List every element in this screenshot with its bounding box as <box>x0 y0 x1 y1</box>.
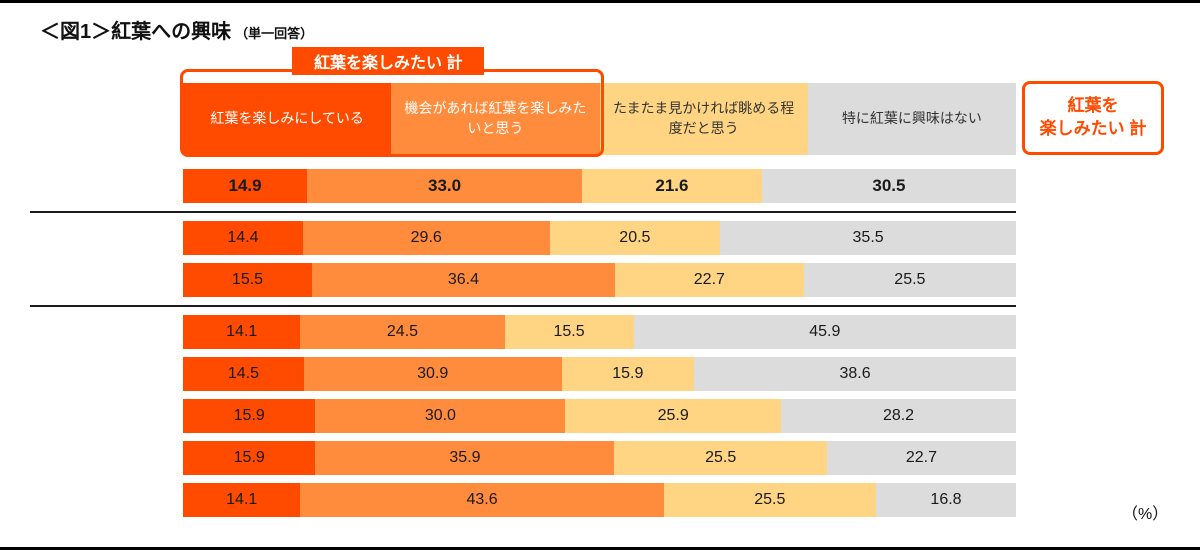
bar-segment-r4-c0: 14.5 <box>183 357 304 391</box>
page-title-sub: （単一回答） <box>235 26 314 41</box>
bar-segment-r3-c2: 15.5 <box>504 315 634 349</box>
page-title: ＜図1＞紅葉への興味 （単一回答） <box>40 15 313 44</box>
bar-segment-r3-c3: 45.9 <box>633 315 1016 349</box>
separator-line <box>30 305 1016 307</box>
separator-line <box>30 211 1016 213</box>
bar-segment-r7-c3: 16.8 <box>876 483 1016 517</box>
bar-segment-r3-c1: 24.5 <box>300 315 505 349</box>
bar-segment-r4-c2: 15.9 <box>561 357 695 391</box>
bar-row-5: 15.9 30.0 25.9 28.2 <box>183 399 1016 433</box>
bar-row-0: 14.9 33.0 21.6 30.5 <box>183 169 1016 203</box>
header-cell-3: 特に紅葉に興味はない <box>807 83 1016 155</box>
bar-row-4: 14.5 30.9 15.9 38.6 <box>183 357 1016 391</box>
group-tab-label: 紅葉を楽しみたい 計 <box>292 47 485 75</box>
bar-segment-r0-c2: 21.6 <box>581 169 762 203</box>
bar-segment-r2-c2: 22.7 <box>614 263 804 297</box>
bar-segment-r7-c2: 25.5 <box>663 483 877 517</box>
bar-row-1: 14.4 29.6 20.5 35.5 <box>183 221 1016 255</box>
bar-rows: 14.9 33.0 21.6 30.5 14.4 29.6 20.5 35.5 15.5 36.4… <box>30 169 1016 517</box>
unit-label: （%） <box>1122 506 1169 523</box>
bar-segment-r1-c0: 14.4 <box>183 221 303 255</box>
bar-segment-r6-c3: 22.7 <box>826 441 1016 475</box>
bar-segment-r5-c2: 25.9 <box>565 399 782 433</box>
bar-segment-r1-c3: 35.5 <box>720 221 1016 255</box>
bar-segment-r2-c3: 25.5 <box>803 263 1016 297</box>
bar-segment-r3-c0: 14.1 <box>183 315 301 349</box>
bar-segment-r6-c2: 25.5 <box>614 441 827 475</box>
bar-segment-r0-c3: 30.5 <box>761 169 1016 203</box>
header-cell-1: 機会があれば紅葉を楽しみたいと思う <box>391 83 600 155</box>
bar-segment-r0-c1: 33.0 <box>307 169 582 203</box>
total-box: 紅葉を 楽しみたい 計 <box>1022 81 1164 155</box>
bar-segment-r2-c1: 36.4 <box>311 263 615 297</box>
bar-segment-r5-c3: 28.2 <box>781 399 1016 433</box>
header-row: 紅葉を楽しみにしている 機会があれば紅葉を楽しみたいと思う たまたま見かければ眺める… <box>183 83 1016 155</box>
bar-segment-r1-c1: 29.6 <box>302 221 550 255</box>
bar-segment-r2-c0: 15.5 <box>183 263 312 297</box>
bar-row-3: 14.1 24.5 15.5 45.9 <box>183 315 1016 349</box>
bar-segment-r5-c1: 30.0 <box>315 399 566 433</box>
bar-segment-r5-c0: 15.9 <box>183 399 316 433</box>
bar-row-2: 15.5 36.4 22.7 25.5 <box>183 263 1016 297</box>
bar-row-6: 15.9 35.9 25.5 22.7 <box>183 441 1016 475</box>
bar-segment-r1-c2: 20.5 <box>549 221 721 255</box>
bar-segment-r7-c0: 14.1 <box>183 483 301 517</box>
bar-row-7: 14.1 43.6 25.5 16.8 <box>183 483 1016 517</box>
header-cell-0: 紅葉を楽しみにしている <box>183 83 392 155</box>
bar-segment-r6-c1: 35.9 <box>315 441 615 475</box>
bar-segment-r4-c3: 38.6 <box>694 357 1016 391</box>
header-cell-2: たまたま見かければ眺める程度だと思う <box>599 83 808 155</box>
bar-segment-r6-c0: 15.9 <box>183 441 316 475</box>
bar-segment-r7-c1: 43.6 <box>300 483 664 517</box>
bar-segment-r4-c1: 30.9 <box>303 357 562 391</box>
page-title-main: ＜図1＞紅葉への興味 <box>40 21 232 43</box>
bar-segment-r0-c0: 14.9 <box>183 169 308 203</box>
